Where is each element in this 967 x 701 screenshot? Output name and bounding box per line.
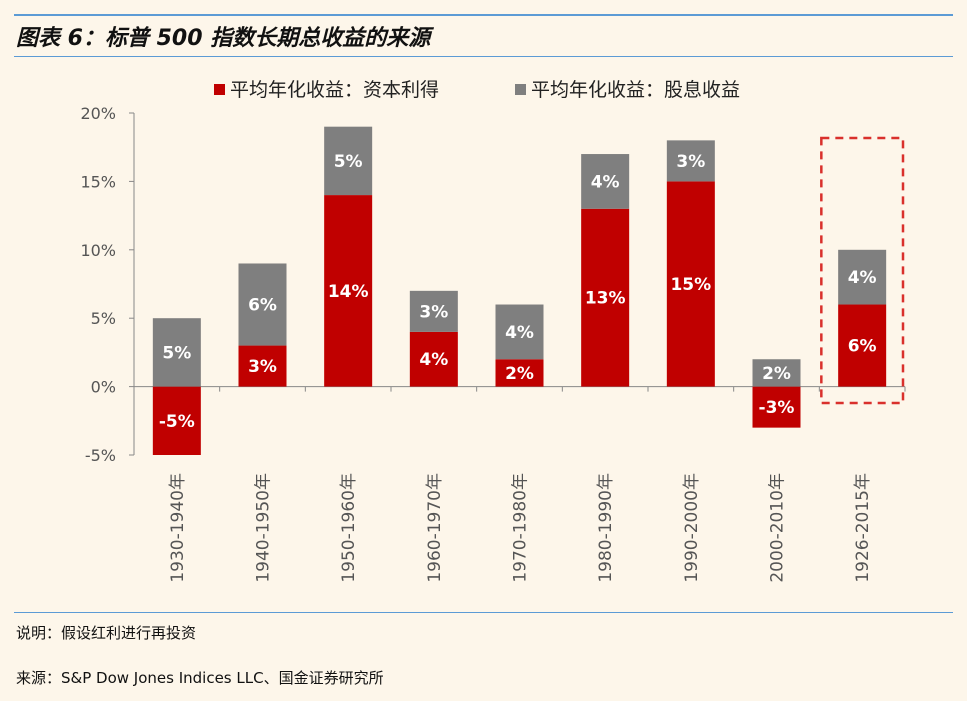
title-rule <box>14 56 953 57</box>
bar-capital-gain <box>324 195 373 387</box>
data-label-capital-gain: 6% <box>848 337 877 357</box>
legend-label-capital: 平均年化收益：资本利得 <box>230 79 439 101</box>
y-tick-label: 15% <box>80 172 116 191</box>
x-category-label: 2000-2010年 <box>768 473 788 583</box>
data-label-capital-gain: -3% <box>759 398 795 418</box>
data-label-dividend: 3% <box>419 302 448 322</box>
data-label-dividend: 3% <box>676 152 705 172</box>
legend-label-dividend: 平均年化收益：股息收益 <box>531 79 740 101</box>
x-category-label: 1960-1970年 <box>425 473 445 583</box>
x-category-label: 1926-2015年 <box>853 473 873 583</box>
bar-dividend <box>324 126 373 196</box>
x-category-label: 1930-1940年 <box>168 473 188 583</box>
stacked-bar-chart: 平均年化收益：资本利得 平均年化收益：股息收益 20% 15% 10% 5% 0% -5% -5… <box>80 79 906 583</box>
bar-dividend <box>495 304 544 360</box>
legend-swatch-capital <box>214 84 225 95</box>
chart-note: 说明：假设红利进行再投资 <box>16 624 197 642</box>
bar-capital-gain <box>752 386 801 428</box>
bar-capital-gain <box>495 359 544 387</box>
bar-capital-gain <box>666 181 715 387</box>
legend-swatch-dividend <box>515 84 526 95</box>
data-label-capital-gain: 3% <box>248 357 277 377</box>
data-label-dividend: 4% <box>848 268 877 288</box>
bar-dividend <box>581 154 630 209</box>
bar-dividend <box>752 359 801 387</box>
data-label-capital-gain: 2% <box>505 364 534 384</box>
data-label-dividend: 6% <box>248 296 277 316</box>
data-label-dividend: 4% <box>591 172 620 192</box>
x-category-label: 1950-1960年 <box>339 473 359 583</box>
y-tick-label: 20% <box>80 104 116 123</box>
data-label-capital-gain: 14% <box>328 282 369 302</box>
data-label-capital-gain: 15% <box>670 275 711 295</box>
y-tick-label: 10% <box>80 241 116 260</box>
highlight-box <box>820 136 905 405</box>
y-tick-label: -5% <box>85 446 116 465</box>
bar-dividend <box>152 318 201 387</box>
bar-capital-gain <box>838 304 887 387</box>
bar-dividend <box>666 140 715 182</box>
bar-dividend <box>409 290 458 332</box>
top-rule <box>14 14 953 16</box>
x-category-label: 1980-1990年 <box>596 473 616 583</box>
x-category-label: 1990-2000年 <box>682 473 702 583</box>
data-label-dividend: 2% <box>762 364 791 384</box>
y-tick-label: 5% <box>91 309 116 328</box>
data-label-dividend: 5% <box>334 152 363 172</box>
bar-capital-gain <box>238 345 287 387</box>
x-category-label: 1970-1980年 <box>511 473 531 583</box>
bar-capital-gain <box>581 208 630 387</box>
bottom-rule <box>14 612 953 613</box>
data-label-dividend: 4% <box>505 323 534 343</box>
x-category-label: 1940-1950年 <box>254 473 274 583</box>
chart-source: 来源：S&P Dow Jones Indices LLC、国金证券研究所 <box>16 669 384 687</box>
data-label-dividend: 5% <box>162 343 191 363</box>
data-label-capital-gain: 4% <box>419 350 448 370</box>
chart-title: 图表 6：标普 500 指数长期总收益的来源 <box>16 26 431 51</box>
bar-dividend <box>838 249 887 305</box>
y-tick-label: 0% <box>91 378 116 397</box>
data-label-capital-gain: 13% <box>585 289 626 309</box>
bar-dividend <box>238 263 287 346</box>
bar-capital-gain <box>152 386 201 455</box>
bar-capital-gain <box>409 331 458 387</box>
data-label-capital-gain: -5% <box>159 412 195 432</box>
